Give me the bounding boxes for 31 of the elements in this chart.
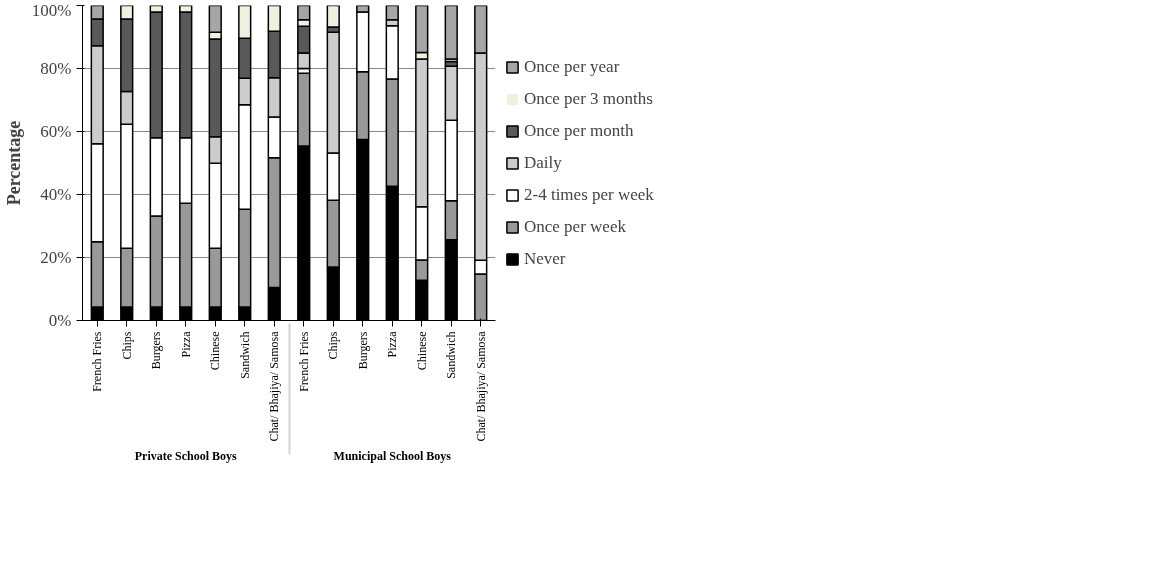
x-tick-label: Burgers (149, 331, 164, 370)
y-tick-label: 0% (48, 311, 72, 330)
legend-label: Once per week (524, 216, 626, 237)
legend-label: 2-4 times per week (524, 184, 654, 205)
x-tick-label: Burgers (355, 331, 370, 370)
text: Municipal School Boys (333, 449, 452, 464)
y-tick-label: 40% (40, 185, 72, 204)
x-tick-label: Chat/ Bhajiya/ Samosa (267, 330, 282, 442)
y-axis-title: Percentage (3, 120, 24, 206)
y-tick-label: 100% (31, 0, 72, 20)
x-tick-label: Sandwich (444, 331, 459, 379)
x-tick-label: French Fries (296, 331, 311, 392)
bar (444, 5, 458, 60)
x-tick-label: Chinese (414, 331, 429, 371)
legend-label: Never (524, 248, 566, 269)
x-tick-label: Chips (326, 331, 341, 360)
legend-label: Once per month (524, 120, 634, 141)
y-tick-label: 60% (40, 122, 72, 141)
y-tick-label: 20% (40, 248, 72, 267)
y-tick-label: 80% (40, 59, 72, 78)
x-tick-label: Chinese (208, 331, 223, 371)
x-tick-label: Pizza (178, 330, 193, 358)
text: Private School Boys (134, 449, 238, 464)
legend-label: Once per 3 months (524, 88, 653, 109)
x-tick-label: Chips (119, 331, 134, 360)
x-tick-label: French Fries (90, 331, 105, 392)
legend-label: Daily (524, 152, 562, 173)
x-tick-label: Sandwich (237, 331, 252, 379)
x-tick-label: Chat/ Bhajiya/ Samosa (473, 330, 488, 442)
legend-label: Once per year (524, 56, 620, 77)
x-tick-label: Pizza (385, 330, 400, 358)
